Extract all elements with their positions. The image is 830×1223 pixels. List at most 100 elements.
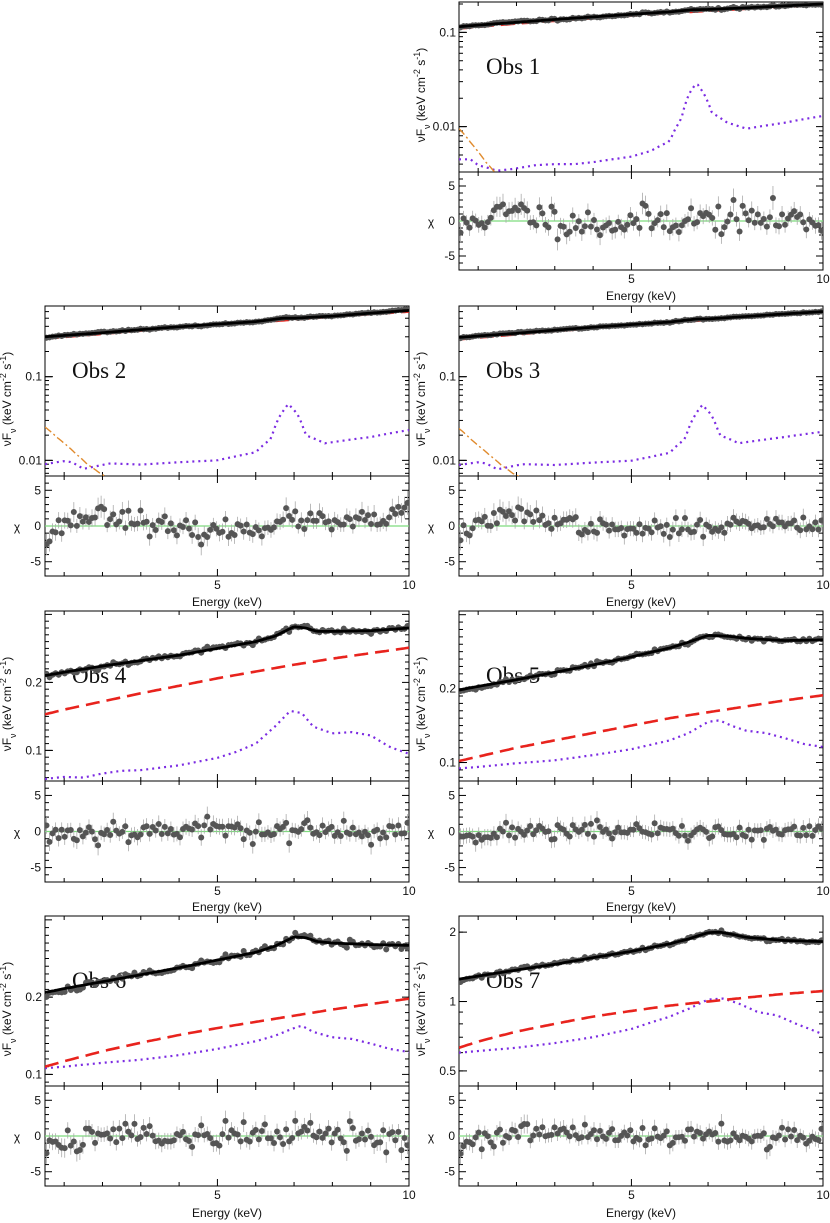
residual-point bbox=[727, 1137, 734, 1144]
residual-point bbox=[201, 822, 208, 829]
residual-point bbox=[669, 825, 676, 832]
residual-point bbox=[727, 211, 734, 218]
residual-point bbox=[575, 218, 582, 225]
res-tick-label: 5 bbox=[448, 483, 455, 497]
residual-point bbox=[597, 1127, 604, 1134]
residual-point bbox=[594, 817, 601, 824]
residual-point bbox=[512, 517, 519, 524]
y-axis-label-part: -1 bbox=[0, 661, 8, 669]
residual-point bbox=[654, 830, 661, 837]
residual-point bbox=[742, 833, 749, 840]
residual-point bbox=[533, 1125, 540, 1132]
residual-point bbox=[603, 521, 610, 528]
residual-point bbox=[186, 525, 193, 532]
residual-point bbox=[524, 827, 531, 834]
residual-point bbox=[769, 194, 776, 201]
residual-point bbox=[292, 1117, 299, 1124]
residual-point bbox=[484, 1133, 491, 1140]
y-axis-label: νFν (keV cm-2 s-1) bbox=[0, 352, 18, 447]
residual-point bbox=[76, 513, 83, 520]
residual-point bbox=[404, 1142, 409, 1149]
residual-point bbox=[358, 1130, 365, 1137]
residual-point bbox=[590, 1127, 597, 1134]
y-tick-label: 1 bbox=[449, 995, 456, 1009]
residual-point bbox=[472, 839, 479, 846]
residual-point bbox=[283, 505, 290, 512]
residual-point bbox=[107, 1135, 114, 1142]
residual-point bbox=[401, 830, 408, 837]
residual-point bbox=[289, 516, 296, 523]
residual-point bbox=[515, 207, 522, 214]
res-tick-label: -5 bbox=[444, 1165, 455, 1179]
residual-point bbox=[718, 524, 725, 531]
residual-point bbox=[581, 223, 588, 230]
spectrum-frame bbox=[44, 610, 410, 782]
residual-point bbox=[697, 1129, 704, 1136]
residual-axis-label: χ bbox=[428, 1130, 435, 1144]
residual-point bbox=[92, 514, 99, 521]
residual-point bbox=[681, 832, 688, 839]
residual-point bbox=[204, 534, 211, 541]
residual-point bbox=[143, 823, 150, 830]
residual-point bbox=[606, 220, 613, 227]
residual-point bbox=[64, 1127, 71, 1134]
residual-point bbox=[161, 823, 168, 830]
residual-point bbox=[349, 824, 356, 831]
data-point bbox=[61, 988, 68, 995]
residual-point bbox=[763, 516, 770, 523]
residual-point bbox=[791, 823, 798, 830]
residual-point bbox=[137, 507, 144, 514]
residual-point bbox=[675, 530, 682, 537]
residual-point bbox=[146, 830, 153, 837]
residual-point bbox=[460, 522, 467, 529]
residual-point bbox=[733, 216, 740, 223]
series-total-model-line bbox=[45, 309, 409, 339]
residual-point bbox=[639, 1125, 646, 1132]
residual-point bbox=[377, 835, 384, 842]
spectrum-plot-area bbox=[459, 927, 823, 1054]
spectrum-plot-area bbox=[45, 306, 409, 476]
residual-point bbox=[560, 223, 567, 230]
panel-obs-4: 5 10 Energy (keV) 0.1 0.2 -5 0 5 νFν (keV cm-2 s… bbox=[0, 610, 416, 914]
y-axis-label-part: ) bbox=[414, 962, 428, 966]
res-tick-label: 0 bbox=[448, 519, 455, 533]
residual-point bbox=[122, 823, 129, 830]
residual-point bbox=[198, 834, 205, 841]
residual-point bbox=[806, 1137, 813, 1144]
residual-point bbox=[395, 822, 402, 829]
residual-point bbox=[678, 526, 685, 533]
residual-point bbox=[398, 509, 405, 516]
residual-point bbox=[82, 514, 89, 521]
residual-point bbox=[766, 1143, 773, 1150]
residual-point bbox=[666, 534, 673, 541]
residual-point bbox=[466, 532, 473, 539]
residual-point bbox=[639, 530, 646, 537]
residual-point bbox=[806, 823, 813, 830]
residual-point bbox=[110, 511, 117, 518]
x-axis-label: Energy (keV) bbox=[192, 1206, 262, 1220]
residual-point bbox=[337, 833, 344, 840]
residual-point bbox=[198, 1122, 205, 1129]
x-tick-label: 10 bbox=[402, 1188, 416, 1202]
residual-point bbox=[675, 832, 682, 839]
y-axis-label: νFν (keV cm-2 s-1) bbox=[0, 962, 18, 1057]
residual-point bbox=[76, 1147, 83, 1154]
residual-point bbox=[493, 834, 500, 841]
residual-point bbox=[748, 207, 755, 214]
residual-point bbox=[663, 1128, 670, 1135]
residual-plot-area bbox=[45, 806, 409, 856]
residual-axis-label: χ bbox=[428, 215, 435, 229]
residual-point bbox=[700, 533, 707, 540]
residual-point bbox=[709, 833, 716, 840]
residual-point bbox=[304, 517, 311, 524]
residual-point bbox=[745, 217, 752, 224]
residual-point bbox=[46, 838, 53, 845]
residual-point bbox=[92, 836, 99, 843]
residual-point bbox=[368, 520, 375, 527]
residual-point bbox=[252, 828, 259, 835]
residual-point bbox=[509, 512, 516, 519]
residual-point bbox=[192, 519, 199, 526]
res-tick-label: -5 bbox=[444, 555, 455, 569]
residual-point bbox=[304, 817, 311, 824]
residual-point bbox=[651, 1125, 658, 1132]
